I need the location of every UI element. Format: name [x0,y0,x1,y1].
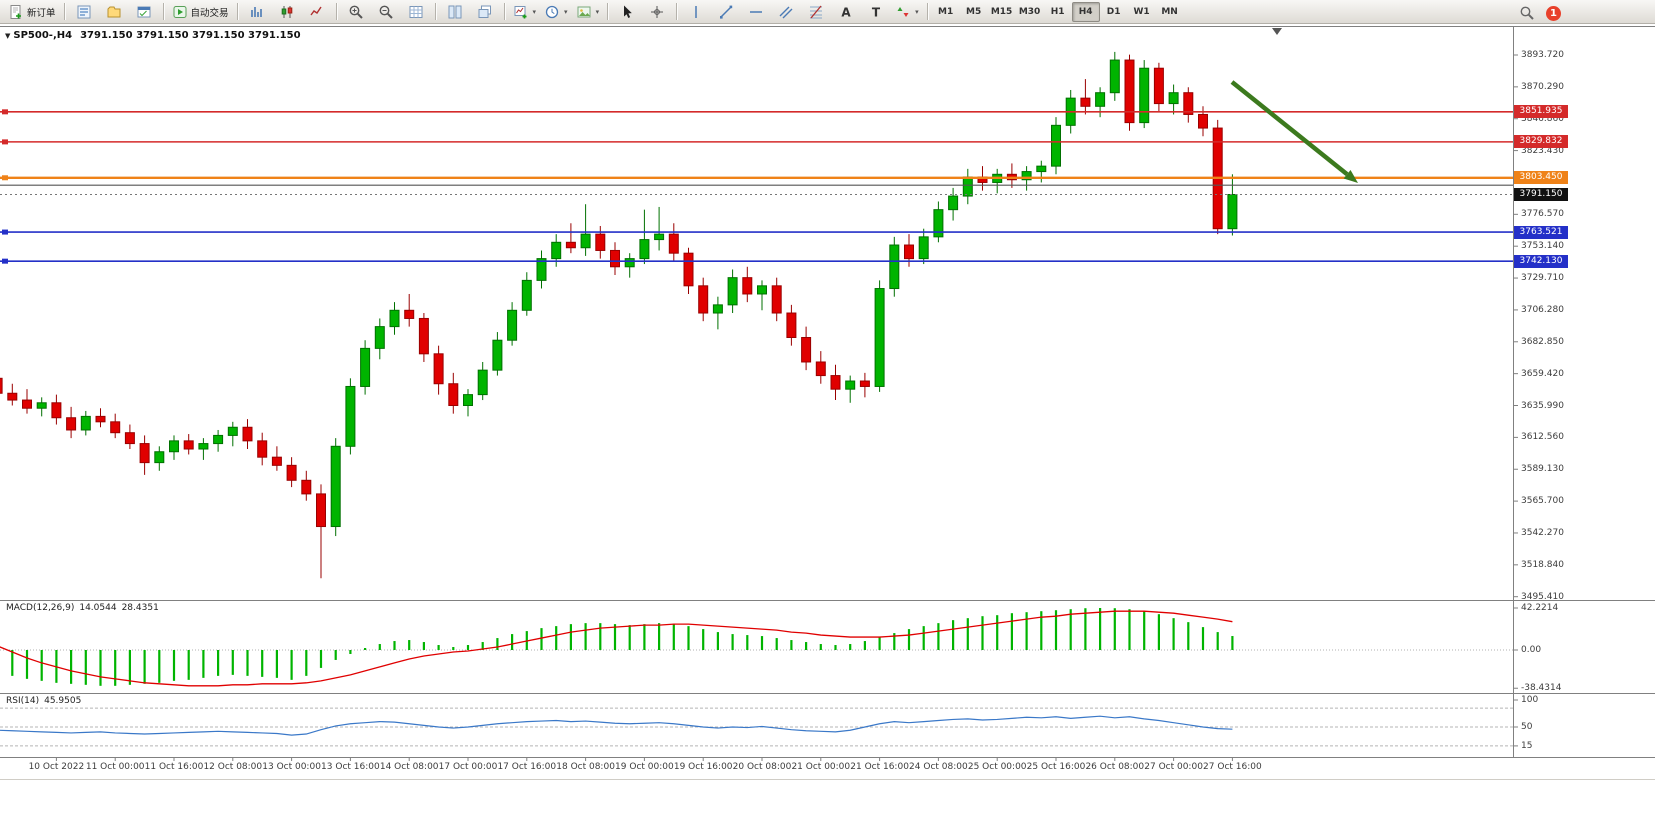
rsi-line [0,715,1233,736]
dropdown-caret-icon: ▾ [595,7,600,16]
pane-splitter-rsi[interactable] [0,692,1655,696]
dropdown-caret-icon: ▾ [564,7,568,16]
chart-frame [0,26,1655,780]
autotrading-button[interactable]: 自动交易 [168,1,233,23]
search-button[interactable] [1512,2,1542,24]
trendline-icon [718,4,734,20]
svg-text:A: A [841,5,851,19]
autotrading-icon [172,4,188,20]
timeframe-m30-button[interactable]: M30 [1018,6,1041,17]
shift-marker-icon [1272,28,1282,35]
grid-button[interactable] [401,1,431,23]
collapse-ohlc-icon[interactable]: ▼ [5,32,11,40]
arrows-icon [895,4,911,20]
toolbar: 新订单 自动交易 ▾ ▾ ▾ A T ▾ M1 M5 M15 M30 H1 H4 D1 W1 MN [0,0,1655,24]
notification-badge[interactable]: 1 [1546,5,1561,21]
cascade-windows-button[interactable] [470,1,500,23]
zoom-in-button[interactable] [341,1,371,23]
zoom-out-button[interactable] [371,1,401,23]
candlestick-series [0,51,1238,579]
candlestick-icon [279,4,295,20]
label-icon: T [868,4,884,20]
pane-splitter-macd[interactable] [0,599,1655,603]
fibo-icon [808,4,824,20]
toolbar-separator [926,3,928,20]
new-chart-icon [513,4,529,20]
toolbar-separator [162,3,164,20]
toolbar-separator [676,3,678,20]
horizontal-line-button[interactable] [741,1,771,23]
text-label-button[interactable]: T [861,1,891,23]
dropdown-caret-icon: ▾ [915,7,919,16]
rsi-indicator-label: RSI(14) 45.9505 [6,696,82,706]
crosshair-icon [649,4,665,20]
toolbar-separator [63,3,65,20]
candlestick-button[interactable] [272,1,302,23]
text-button[interactable]: A [831,1,861,23]
cursor-button[interactable] [612,1,642,23]
toolbar-separator [503,3,505,20]
arrows-button[interactable]: ▾ [891,1,923,23]
tile-windows-icon [447,4,463,20]
new-order-icon [8,4,24,20]
channel-button[interactable] [771,1,801,23]
timeframe-m5-button[interactable]: M5 [965,6,982,17]
toolbar-separator [607,3,609,20]
text-icon: A [838,4,854,20]
toolbar-separator [236,3,238,20]
terminal-icon [136,4,152,20]
horizontal-lines[interactable] [0,109,1513,264]
market-watch-icon [76,4,92,20]
market-watch-button[interactable] [69,1,99,23]
hline-icon [748,4,764,20]
zoom-out-icon [378,4,394,20]
cursor-icon [619,4,635,20]
timeframe-m15-button[interactable]: M15 [990,6,1013,17]
template-icon [576,4,592,20]
macd-indicator-label: MACD(12,26,9) 14.0544 28.4351 [6,603,159,613]
dropdown-caret-icon: ▾ [532,7,537,16]
terminal-button[interactable] [129,1,159,23]
new-chart-button[interactable]: ▾ [509,1,541,23]
period-icon [544,4,560,20]
cascade-windows-icon [477,4,493,20]
vline-icon [688,4,704,20]
crosshair-button[interactable] [642,1,672,23]
fibonacci-button[interactable] [801,1,831,23]
bar-chart-icon [249,4,265,20]
navigator-button[interactable] [99,1,129,23]
search-icon [1519,5,1535,21]
timeframe-h4-button[interactable]: H4 [1071,1,1100,22]
navigator-icon [106,4,122,20]
svg-text:T: T [872,5,881,19]
bar-chart-button[interactable] [242,1,272,23]
macd-signal-line [0,610,1233,687]
timeframe-w1-button[interactable]: W1 [1133,6,1150,17]
line-chart-button[interactable] [302,1,332,23]
ohlc-values: 3791.150 3791.150 3791.150 3791.150 [80,30,301,41]
line-chart-icon [309,4,325,20]
table-icon [408,4,424,20]
periods-button[interactable]: ▾ [540,1,572,23]
channel-icon [778,4,794,20]
vertical-line-button[interactable] [681,1,711,23]
new-order-button[interactable]: 新订单 [4,1,60,23]
tile-windows-button[interactable] [440,1,470,23]
timeframe-m1-button[interactable]: M1 [937,6,954,17]
arrow-annotation[interactable] [1230,80,1358,183]
symbol-period-label: SP500-,H4 [13,30,73,41]
timeframe-d1-button[interactable]: D1 [1106,6,1121,17]
timeframe-mn-button[interactable]: MN [1161,6,1178,17]
chart-title: ▼ SP500-,H4 3791.150 3791.150 3791.150 379… [5,30,301,41]
templates-button[interactable]: ▾ [572,1,604,23]
trendline-button[interactable] [711,1,741,23]
toolbar-separator [434,3,436,20]
toolbar-separator [335,3,337,20]
zoom-in-icon [348,4,364,20]
timeframe-h1-button[interactable]: H1 [1050,6,1065,17]
macd-histogram [11,608,1234,686]
